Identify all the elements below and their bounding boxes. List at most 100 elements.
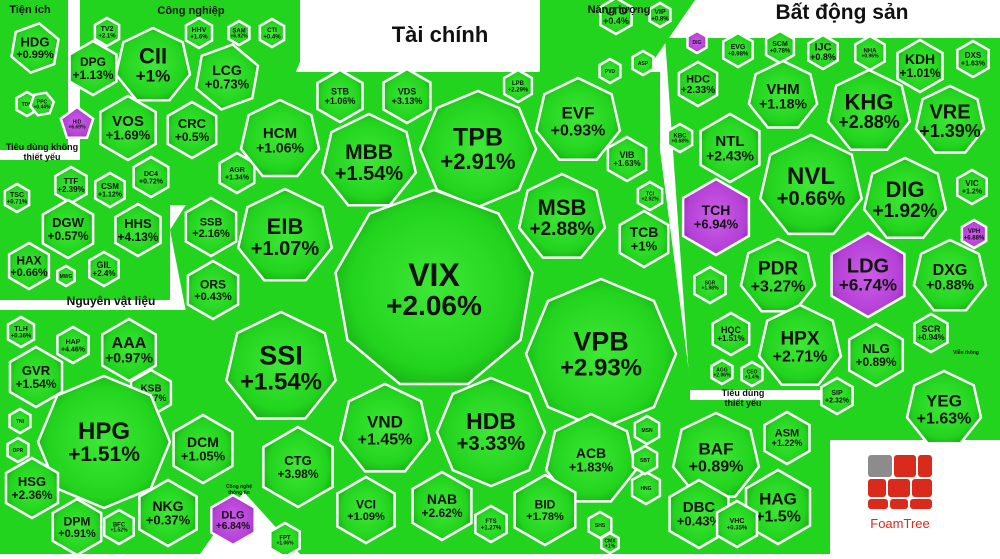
cell-yeg[interactable]: YEG+1.63%	[905, 369, 983, 445]
cell-cmx[interactable]: CMX+1%	[600, 531, 620, 555]
cell-sam[interactable]: SAM+6.92%	[227, 19, 251, 47]
cell-hax[interactable]: HAX+0.66%	[7, 241, 51, 291]
cell-hhv[interactable]: HHV+1.6%	[184, 16, 214, 50]
cell-gil[interactable]: GIL+2.4%	[88, 250, 120, 288]
cell-vnd[interactable]: VND+1.45%	[338, 382, 432, 473]
cell-dcm[interactable]: DCM+1.05%	[172, 413, 234, 485]
cell-pdr[interactable]: PDR+3.27%	[739, 237, 817, 313]
cell-evg[interactable]: EVG+0.98%	[722, 31, 754, 69]
cell-vic[interactable]: VIC+1.2%	[956, 168, 988, 206]
cell-acb[interactable]: ACB+1.83%	[544, 412, 638, 503]
cell-hdc[interactable]: HDC+2.33%	[677, 60, 719, 108]
cell-ijc[interactable]: IJC+0.8%	[807, 33, 839, 71]
cell-lcg[interactable]: LCG+0.73%	[194, 43, 260, 111]
cell-tci[interactable]: TCI+2.92%	[636, 180, 664, 212]
cell-vto[interactable]: VTO+0.4%	[599, 0, 633, 36]
cell-dxs[interactable]: DXS+1.63%	[956, 39, 990, 79]
cell-tsc[interactable]: TSC+0.71%	[3, 182, 31, 214]
cell-cti[interactable]: CTI+0.4%	[258, 17, 286, 49]
cell-hid[interactable]: HID+6.69%	[59, 105, 95, 140]
cell-hpx[interactable]: HPX+2.71%	[757, 303, 843, 387]
cell-bfc[interactable]: BFC+1.52%	[103, 508, 135, 546]
cell-ors[interactable]: ORS+0.43%	[186, 259, 240, 321]
cell-dlg[interactable]: DLG+6.84%	[210, 493, 256, 547]
cell-tcb[interactable]: TCB+1%	[618, 209, 670, 269]
cell-tv2[interactable]: TV2+2.1%	[93, 16, 121, 48]
cell-dxg[interactable]: DXG+0.88%	[912, 238, 988, 312]
cell-vph[interactable]: VPH+6.88%	[960, 218, 988, 250]
cell-vhc[interactable]: VHC+0.35%	[715, 499, 759, 549]
cell-dig[interactable]: DIG	[686, 29, 708, 55]
cell-ctg[interactable]: CTG+3.98%	[262, 425, 334, 509]
cell-shs[interactable]: SHS	[587, 510, 613, 540]
cell-sip[interactable]: SIP+2.32%	[820, 376, 854, 416]
cell-vci[interactable]: VCI+1.09%	[336, 475, 396, 545]
cell-tlh[interactable]: TLH+0.36%	[6, 315, 36, 349]
cell-mbb[interactable]: MBB+1.54%	[320, 112, 418, 207]
cell-asm[interactable]: ASM+1.22%	[763, 410, 811, 466]
cell-ttf[interactable]: TTF+2.39%	[54, 165, 88, 205]
cell-kbc[interactable]: KBC+0.68%	[666, 122, 694, 154]
cell-ldg[interactable]: LDG+6.74%	[830, 231, 906, 319]
cell-bid[interactable]: BID+1.78%	[513, 473, 577, 547]
cell-gvr[interactable]: GVR+1.54%	[8, 345, 64, 409]
cell-vix[interactable]: VIX+2.06%	[334, 188, 534, 386]
cell-cii[interactable]: CII+1%	[114, 26, 192, 102]
cell-evf[interactable]: EVF+0.93%	[534, 76, 622, 161]
cell-ssb[interactable]: SSB+2.16%	[184, 196, 238, 258]
cell-fts[interactable]: FTS+1.27%	[474, 504, 508, 544]
cell-scr[interactable]: SCR+0.94%	[913, 312, 949, 354]
cell-nha[interactable]: NHA+0.96%	[854, 34, 886, 72]
cell-hcm[interactable]: HCM+1.06%	[239, 98, 321, 178]
cell-dig[interactable]: DIG+1.92%	[862, 156, 948, 240]
cell-hdg[interactable]: HDG+0.99%	[10, 21, 60, 75]
cell-nkg[interactable]: NKG+0.37%	[138, 478, 198, 548]
cell-hqc[interactable]: HQC+1.51%	[711, 311, 751, 357]
cell-vib[interactable]: VIB+1.63%	[606, 135, 648, 183]
cell-tpb[interactable]: TPB+2.91%	[418, 89, 538, 209]
cell-khg[interactable]: KHG+2.88%	[826, 68, 912, 152]
cell-hsg[interactable]: HSG+2.36%	[4, 456, 60, 520]
cell-ntl[interactable]: NTL+2.43%	[699, 112, 761, 184]
cell-crc[interactable]: CRC+0.5%	[166, 100, 218, 160]
cell-csm[interactable]: CSM+1.12%	[94, 171, 126, 209]
cell-vds[interactable]: VDS+3.13%	[382, 67, 432, 125]
cell-baf[interactable]: BAF+0.89%	[671, 411, 761, 498]
cell-dpg[interactable]: DPG+1.13%	[68, 39, 118, 97]
cell-agg[interactable]: AGG+2.06%	[710, 358, 734, 386]
cell-dpm[interactable]: DPM+0.91%	[51, 497, 103, 557]
cell-ssi[interactable]: SSI+1.54%	[225, 310, 337, 420]
cell-dbc[interactable]: DBC+0.43%	[668, 478, 730, 550]
cell-mwg[interactable]: MWG	[56, 264, 76, 288]
cell-stb[interactable]: STB+1.06%	[316, 68, 364, 124]
cell-sbt[interactable]: SBT	[631, 444, 659, 476]
cell-nab[interactable]: NAB+2.62%	[411, 470, 473, 542]
cell-tni[interactable]: TNI	[8, 407, 32, 435]
cell-pvd[interactable]: PVD	[598, 57, 622, 85]
cell-fpt[interactable]: FPT+1.06%	[269, 521, 301, 559]
cell-hdb[interactable]: HDB+3.33%	[435, 376, 547, 488]
cell-asp[interactable]: ASP	[631, 49, 655, 77]
cell-hag[interactable]: HAG+1.5%	[744, 468, 812, 546]
cell-hhs[interactable]: HHS+4.13%	[114, 202, 162, 258]
cell-vhm[interactable]: VHM+1.18%	[747, 59, 819, 129]
cell-ceo[interactable]: CEO+1.4%	[740, 360, 764, 388]
cell-ppc[interactable]: PPC+0.44%	[28, 91, 56, 117]
cell-msb[interactable]: MSB+2.88%	[517, 172, 607, 259]
cell-msn[interactable]: MSN	[633, 414, 661, 446]
cell-scm[interactable]: SCM+0.78%	[764, 29, 796, 65]
cell-aaa[interactable]: AAA+0.97%	[100, 317, 158, 383]
cell-hpg[interactable]: HPG+1.51%	[36, 374, 172, 510]
cell-sgr[interactable]: SGR+1.98%	[693, 265, 727, 305]
cell-dpr[interactable]: DPR	[6, 436, 30, 464]
cell-eib[interactable]: EIB+1.07%	[236, 187, 334, 282]
cell-tch[interactable]: TCH+6.94%	[681, 177, 751, 257]
cell-vip[interactable]: VIP+0.8%	[648, 1, 672, 29]
cell-nlg[interactable]: NLG+0.89%	[847, 322, 905, 388]
cell-vos[interactable]: VOS+1.69%	[99, 94, 157, 162]
cell-vpb[interactable]: VPB+2.93%	[524, 277, 678, 431]
cell-dc4[interactable]: DC4+0.72%	[132, 155, 170, 199]
cell-nvl[interactable]: NVL+0.66%	[758, 133, 864, 236]
cell-vre[interactable]: VRE+1.39%	[914, 84, 986, 154]
cell-lpb[interactable]: LPB+2.29%	[502, 68, 534, 104]
